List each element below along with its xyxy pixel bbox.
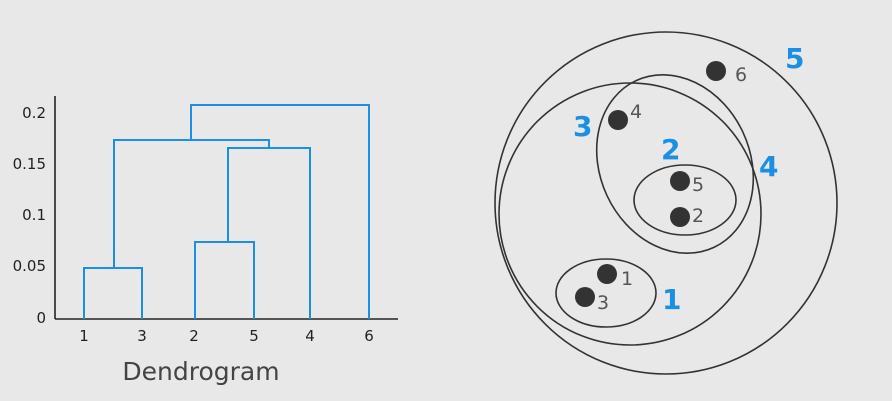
leaf-label: 3 bbox=[137, 327, 147, 345]
y-tick-label: 0.15 bbox=[13, 155, 46, 173]
cluster-2-ellipse bbox=[633, 164, 737, 236]
y-tick-label: 0.2 bbox=[22, 104, 46, 122]
y-tick-label: 0.1 bbox=[22, 206, 46, 224]
cluster-label: 4 bbox=[759, 150, 778, 183]
cluster-label: 5 bbox=[785, 42, 804, 75]
y-tick-label: 0 bbox=[36, 309, 46, 327]
merge-link-13-254 bbox=[113, 139, 270, 268]
point-2-dot bbox=[670, 207, 690, 227]
cluster-label: 2 bbox=[661, 133, 680, 166]
cluster-5-ellipse bbox=[494, 31, 838, 375]
cluster-diagram: 1 3 5 2 4 6 1 2 3 4 5 bbox=[494, 31, 838, 375]
point-5-dot bbox=[670, 171, 690, 191]
dendrogram: 0.2 0.15 0.1 0.05 0 1 3 2 5 4 6 Dendrogr… bbox=[13, 96, 398, 386]
leaf-label: 1 bbox=[79, 327, 89, 345]
point-1-dot bbox=[597, 264, 617, 284]
point-label: 4 bbox=[630, 101, 642, 123]
point-3-dot bbox=[575, 287, 595, 307]
dendrogram-caption: Dendrogram bbox=[122, 357, 279, 386]
cluster-3-ellipse bbox=[595, 73, 755, 255]
leaf-label: 4 bbox=[305, 327, 315, 345]
point-label: 1 bbox=[621, 268, 633, 290]
y-tick-label: 0.05 bbox=[13, 257, 46, 275]
point-label: 2 bbox=[692, 205, 704, 227]
point-label: 5 bbox=[692, 174, 704, 196]
merge-link-1-3 bbox=[83, 267, 143, 319]
point-label: 6 bbox=[735, 64, 747, 86]
point-4-dot bbox=[608, 110, 628, 130]
point-6-dot bbox=[706, 61, 726, 81]
cluster-label: 3 bbox=[573, 110, 592, 143]
merge-link-2-5 bbox=[194, 241, 255, 319]
merge-link-25-4 bbox=[227, 147, 311, 319]
point-label: 3 bbox=[597, 292, 609, 314]
leaf-label: 6 bbox=[364, 327, 374, 345]
leaf-label: 2 bbox=[189, 327, 199, 345]
leaf-label: 5 bbox=[249, 327, 259, 345]
cluster-label: 1 bbox=[662, 283, 681, 316]
cluster-1-ellipse bbox=[555, 258, 657, 328]
merge-link-all-6 bbox=[190, 104, 370, 319]
